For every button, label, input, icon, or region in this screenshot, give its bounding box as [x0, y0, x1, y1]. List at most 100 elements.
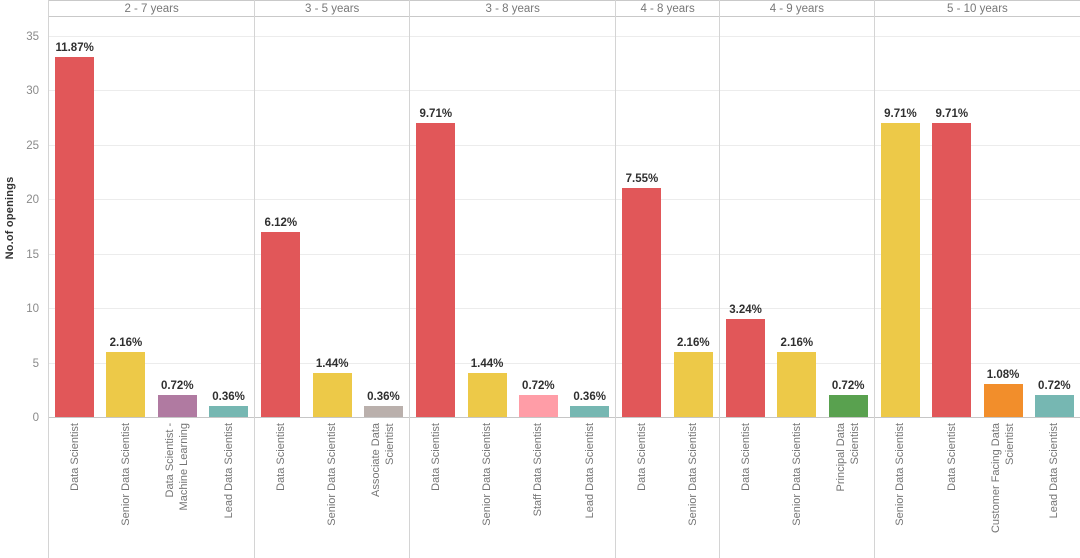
y-tick-label: 15 [26, 248, 39, 261]
bar[interactable] [1034, 395, 1074, 417]
bar[interactable] [880, 122, 920, 417]
bar[interactable] [157, 395, 197, 417]
facet-panel: 5 - 10 years 9.71% 9.71% 1.08% 0.72% Senior D… [874, 0, 1080, 558]
facet-panel: 4 - 9 years 3.24% 2.16% 0.72% Data Scientist… [719, 0, 875, 558]
x-label-slot: Data Scientist [616, 418, 667, 558]
y-axis: No.of openings 0 5 10 15 20 25 30 35 [0, 0, 48, 558]
bar-slot: 1.08% [977, 17, 1028, 417]
facet-plot-area: 9.71% 1.44% 0.72% 0.36% [410, 17, 616, 418]
bar-slot: 0.36% [358, 17, 409, 417]
bar[interactable] [209, 406, 249, 417]
gridline [255, 362, 410, 364]
bar-value-label: 0.36% [573, 391, 606, 404]
facet-header-label: 4 - 9 years [769, 2, 825, 15]
facet-row: 2 - 7 years 11.87% 2.16% 0.72% 0.36% Data Sci… [48, 0, 1080, 558]
y-tick-label: 5 [32, 357, 39, 370]
x-tick-label: Senior Data Scientist [481, 423, 494, 526]
facet-header: 5 - 10 years [874, 0, 1080, 17]
bar-slot: 6.12% [255, 17, 306, 417]
bar[interactable] [777, 351, 817, 417]
facet-plot-area: 11.87% 2.16% 0.72% 0.36% [49, 17, 255, 418]
x-tick-label: Customer Facing Data Scientist [990, 423, 1017, 534]
bar[interactable] [55, 57, 95, 417]
facet-header-label: 3 - 5 years [304, 2, 360, 15]
gridline [616, 144, 719, 146]
bar[interactable] [673, 351, 713, 417]
x-axis-labels: Data Scientist Senior Data Scientist Data … [49, 418, 254, 558]
bar[interactable] [622, 188, 662, 417]
bar-slot: 3.24% [720, 17, 771, 417]
bar[interactable] [363, 406, 403, 417]
facet-panel: 3 - 5 years 6.12% 1.44% 0.36% Data Scientist… [255, 0, 411, 558]
facet-header-label: 2 - 7 years [124, 2, 179, 15]
bar[interactable] [983, 384, 1023, 417]
bar-value-label: 6.12% [264, 216, 298, 229]
bar-slots: 11.87% 2.16% 0.72% 0.36% [49, 17, 254, 417]
bar[interactable] [932, 122, 972, 417]
bar-value-label: 9.71% [419, 107, 453, 120]
facet-header-label: 3 - 8 years [485, 2, 540, 15]
x-axis-labels: Data Scientist Senior Data Scientist Assoc… [255, 418, 409, 558]
gridline [410, 253, 616, 255]
y-tick-label: 20 [26, 194, 39, 207]
bar[interactable] [261, 231, 301, 417]
gridline [49, 253, 255, 255]
x-tick-label: Data Scientist [274, 423, 287, 491]
bar-slot: 0.72% [513, 17, 564, 417]
x-label-slot: Senior Data Scientist [771, 418, 822, 558]
x-label-slot: Customer Facing Data Scientist [977, 418, 1028, 558]
facet-plot-area: 7.55% 2.16% [616, 17, 719, 418]
bar[interactable] [467, 373, 507, 417]
bar-slot: 2.16% [100, 17, 151, 417]
gridline [410, 308, 616, 310]
bar[interactable] [312, 373, 352, 417]
gridline [616, 199, 719, 201]
gridline [874, 144, 1080, 146]
x-tick-label: Data Scientist - Machine Learning [164, 423, 191, 511]
x-tick-label: Senior Data Scientist [119, 423, 132, 526]
x-axis-labels: Data Scientist Senior Data Scientist Staff… [410, 418, 615, 558]
facet-plot-area: 6.12% 1.44% 0.36% [255, 17, 410, 418]
gridline [616, 362, 719, 364]
gridline [616, 90, 719, 92]
gridline [255, 199, 410, 201]
bar-slot: 11.87% [49, 17, 100, 417]
x-tick-label: Data Scientist [68, 423, 81, 491]
gridline [255, 308, 410, 310]
x-label-slot: Associate Data Scientist [358, 418, 409, 558]
bar-value-label: 2.16% [109, 336, 143, 349]
gridline [410, 199, 616, 201]
gridline [255, 144, 410, 146]
bar[interactable] [726, 318, 766, 417]
bar-value-label: 1.08% [986, 369, 1020, 382]
bar[interactable] [106, 351, 146, 417]
facet-plot-area: 3.24% 2.16% 0.72% [719, 17, 874, 418]
gridline [410, 144, 616, 146]
bar-value-label: 9.71% [935, 107, 969, 120]
bar-value-label: 0.72% [160, 380, 194, 393]
gridline [719, 144, 874, 146]
bar-value-label: 1.44% [470, 358, 504, 371]
facet-header: 3 - 5 years [255, 0, 410, 17]
x-axis-labels: Data Scientist Senior Data Scientist Princ… [720, 418, 874, 558]
bar[interactable] [570, 406, 610, 417]
gridline [616, 253, 719, 255]
x-tick-label: Lead Data Scientist [222, 423, 235, 519]
bar-slot: 2.16% [668, 17, 719, 417]
bar-slot: 9.71% [926, 17, 977, 417]
facet-panel: 2 - 7 years 11.87% 2.16% 0.72% 0.36% Data Sci… [49, 0, 256, 558]
bar-value-label: 1.44% [315, 358, 349, 371]
bar-slot: 1.44% [307, 17, 358, 417]
bar-slot: 0.72% [152, 17, 203, 417]
x-label-slot: Senior Data Scientist [875, 418, 926, 558]
y-axis-ticks: 0 5 10 15 20 25 30 35 [0, 17, 39, 424]
bar[interactable] [518, 395, 558, 417]
y-tick-label: 30 [26, 85, 39, 98]
bar[interactable] [828, 395, 868, 417]
bar-slot: 9.71% [410, 17, 461, 417]
bar-value-label: 11.87% [55, 42, 94, 55]
x-label-slot: Lead Data Scientist [564, 418, 615, 558]
bar[interactable] [416, 122, 456, 417]
bar-slot: 0.36% [203, 17, 254, 417]
